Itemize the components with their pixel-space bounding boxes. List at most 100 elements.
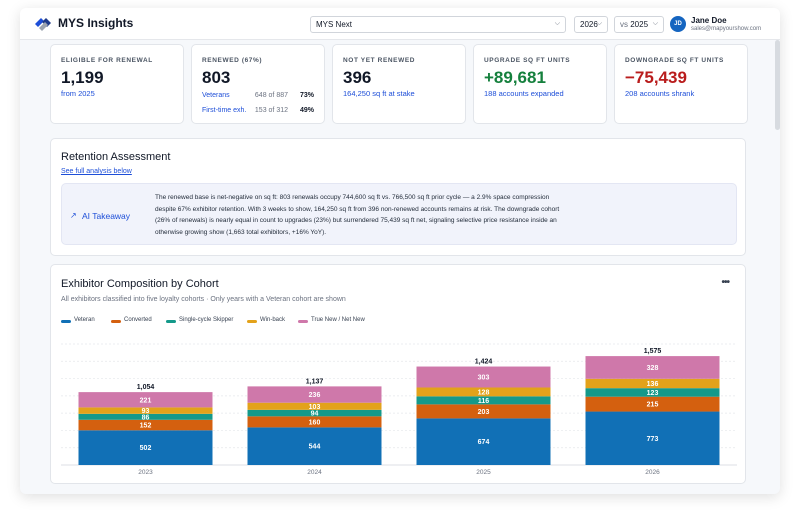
legend-swatch <box>61 320 71 323</box>
kpi-label: RENEWED (67%) <box>202 57 263 64</box>
ai-takeaway-text: The renewed base is net-negative on sq f… <box>155 194 560 236</box>
x-tick-label: 2026 <box>645 469 660 476</box>
bar-segment <box>78 413 213 420</box>
user-email: sales@mapyourshow.com <box>691 26 762 32</box>
bar-total-label: 1,424 <box>475 359 493 366</box>
bar-segment <box>585 396 720 412</box>
bar-data-label: 203 <box>478 409 490 416</box>
kpi-label: ELIGIBLE FOR RENEWAL <box>61 57 153 64</box>
bar-data-label: 303 <box>478 375 490 382</box>
kpi-row-fraction: 648 of 887 <box>254 92 288 99</box>
legend-label: Win-back <box>260 317 286 323</box>
kpi-sub: from 2025 <box>61 89 95 98</box>
bar-data-label: 502 <box>140 445 152 452</box>
retention-assessment-card: Retention Assessment See full analysis b… <box>50 138 746 256</box>
x-tick-label: 2023 <box>138 469 153 476</box>
scrollbar[interactable] <box>775 40 780 130</box>
legend-label: Veteran <box>74 317 95 323</box>
bar-segment <box>247 427 382 465</box>
kpi-row-veterans: Veterans 648 of 887 73% <box>202 92 314 105</box>
kpi-row-pct: 49% <box>299 107 314 114</box>
kpi-sub: 188 accounts expanded <box>484 89 564 98</box>
year-select-value: 2026 <box>580 20 598 29</box>
kpi-renewed-card: RENEWED (67%) 803 Veterans 648 of 887 73… <box>191 44 325 124</box>
compare-prefix: vs <box>620 20 628 29</box>
kpi-value: −75,439 <box>625 68 687 87</box>
bar-segment <box>416 396 551 405</box>
show-select[interactable]: MYS Next ⌵ <box>310 16 566 33</box>
bar-data-label: 328 <box>647 365 659 372</box>
bar-data-label: 674 <box>478 439 490 446</box>
bar-data-label: 221 <box>140 397 152 404</box>
legend-swatch <box>166 320 176 323</box>
legend-swatch <box>111 320 121 323</box>
bar-segment <box>416 366 551 388</box>
year-select[interactable]: 2026 ⌵ <box>574 16 608 33</box>
bar-data-label: 116 <box>478 398 489 405</box>
kpi-sub: 164,250 sq ft at stake <box>343 89 415 98</box>
bar-segment <box>78 392 213 408</box>
kpi-value: 396 <box>343 68 372 87</box>
legend-label: Single-cycle Skipper <box>179 317 234 323</box>
kpi-row-first-time: First-time exh. 153 of 312 49% <box>202 107 314 120</box>
chart-subtitle: All exhibitors classified into five loya… <box>61 296 346 303</box>
chevron-down-icon: ⌵ <box>652 20 658 27</box>
bar-segment <box>247 402 382 410</box>
bar-total-label: 1,054 <box>137 384 155 391</box>
kpi-eligible-card: ELIGIBLE FOR RENEWAL 1,199 from 2025 <box>50 44 184 124</box>
kpi-not-renewed-card: NOT YET RENEWED 396 164,250 sq ft at sta… <box>332 44 466 124</box>
legend-label: Converted <box>124 317 152 323</box>
top-header: MYS Insights MYS Next ⌵ 2026 ⌵ vs 2025 ⌵… <box>20 8 780 40</box>
app-window: MYS Insights MYS Next ⌵ 2026 ⌵ vs 2025 ⌵… <box>20 8 780 494</box>
bar-segment <box>78 430 213 465</box>
bar-segment <box>585 388 720 397</box>
user-name: Jane Doe <box>691 16 727 25</box>
bar-data-label: 152 <box>140 423 152 430</box>
bar-segment <box>247 416 382 428</box>
bar-segment <box>247 409 382 417</box>
bar-segment <box>416 387 551 397</box>
kpi-row-label: First-time exh. <box>202 107 247 114</box>
app-title: MYS Insights <box>58 16 134 30</box>
kpi-row-label: Veterans <box>202 92 230 99</box>
bar-data-label: 136 <box>647 381 659 388</box>
kpi-label: NOT YET RENEWED <box>343 57 416 64</box>
more-horizontal-icon[interactable]: ••• <box>721 277 729 288</box>
bar-segment <box>78 407 213 414</box>
trend-up-icon: ↗ <box>70 211 77 220</box>
bar-segment <box>585 411 720 465</box>
kpi-value: +89,681 <box>484 68 546 87</box>
bar-data-label: 544 <box>309 444 321 451</box>
bar-segment <box>585 378 720 389</box>
bar-segment <box>416 418 551 465</box>
full-analysis-link[interactable]: See full analysis below <box>61 168 132 175</box>
kpi-row-fraction: 153 of 312 <box>254 107 288 114</box>
compare-year-value: 2025 <box>630 20 649 29</box>
bar-data-label: 123 <box>647 390 659 397</box>
kpi-label: UPGRADE SQ FT UNITS <box>484 57 571 64</box>
bar-segment <box>585 356 720 379</box>
bar-data-label: 93 <box>142 408 150 415</box>
bar-data-label: 86 <box>142 414 150 421</box>
bar-data-label: 103 <box>309 404 321 411</box>
bar-data-label: 160 <box>309 419 321 426</box>
x-tick-label: 2024 <box>307 469 322 476</box>
bar-total-label: 1,137 <box>306 378 324 385</box>
compare-year-select[interactable]: vs 2025 ⌵ <box>614 16 664 33</box>
ai-takeaway-panel: ↗ AI Takeaway The renewed base is net-ne… <box>61 183 737 245</box>
chart-title: Exhibitor Composition by Cohort <box>61 278 219 290</box>
kpi-value: 1,199 <box>61 68 104 87</box>
bar-data-label: 773 <box>647 436 659 443</box>
legend-swatch <box>298 320 308 323</box>
legend-label: True New / Net New <box>311 317 365 323</box>
bar-data-label: 236 <box>309 392 321 399</box>
avatar[interactable]: JD <box>670 16 686 32</box>
chevron-down-icon: ⌵ <box>596 20 602 27</box>
bar-data-label: 128 <box>478 389 490 396</box>
show-select-value: MYS Next <box>316 20 353 29</box>
cohort-composition-card: Exhibitor Composition by Cohort All exhi… <box>50 264 746 484</box>
legend-swatch <box>247 320 257 323</box>
bar-segment <box>247 386 382 403</box>
bar-segment <box>78 419 213 431</box>
